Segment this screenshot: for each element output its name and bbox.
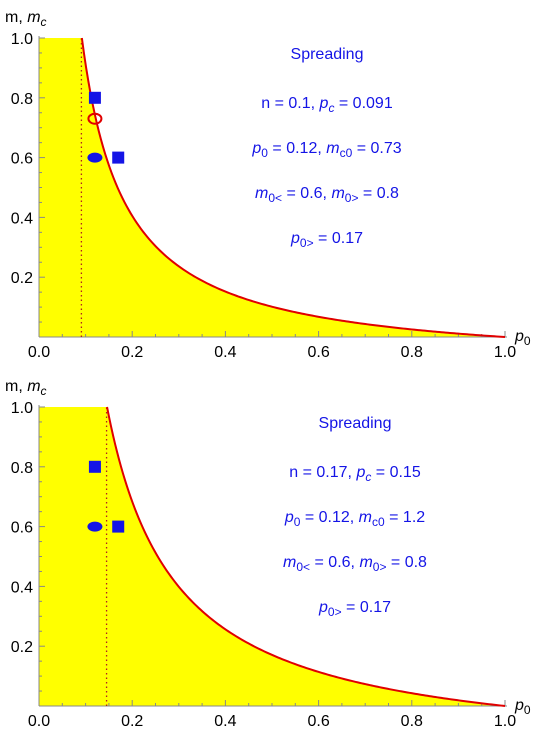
y-tick-label: 1.0 (11, 400, 33, 417)
annotation-line-3-part: m (255, 185, 268, 202)
square-marker-1 (88, 91, 101, 104)
y-tick-label: 0.6 (11, 151, 33, 168)
y-axis-label-part: m (27, 378, 40, 395)
square-marker-1 (88, 460, 101, 473)
annotation-line-3-part: 0< (296, 560, 310, 574)
y-axis-label-part: m, (5, 378, 27, 395)
open-circle-marker (87, 112, 103, 125)
annotation-line-4-part: = 0.17 (342, 599, 391, 616)
annotation-line-3-part: = 0.6, (282, 185, 331, 202)
annotation-line-3-part: 0< (268, 191, 282, 205)
annotation-line-3-part: m (331, 185, 344, 202)
x-axis-label: p0 (514, 328, 531, 348)
annotation-line-1-part: = 0.091 (334, 95, 392, 112)
annotation-line-1-part: n = 0.1, (261, 95, 319, 112)
x-tick-label: 1.0 (494, 713, 516, 730)
annotation-line-2-part: = 1.2 (385, 509, 426, 526)
chart-panel-1: 0.0 0.2 0.4 0.6 0.8 1.00.20.40.60.81.0m, mcp0… (5, 9, 531, 361)
x-tick-label: 0.2 (121, 713, 143, 730)
x-tick-label: 0.4 (214, 344, 236, 361)
annotation-heading: Spreading (319, 415, 392, 432)
y-axis-label-part: c (41, 384, 47, 398)
annotation-line-3: m0< = 0.6, m0> = 0.8 (283, 554, 427, 574)
annotation-line-2-part: c0 (340, 146, 353, 160)
annotation-line-4-part: p (290, 230, 300, 247)
x-axis-label-part: p (514, 697, 524, 714)
x-tick-label: 0.6 (307, 713, 329, 730)
y-tick-label: 0.6 (11, 520, 33, 537)
annotation-line-1: n = 0.1, pc = 0.091 (261, 95, 393, 115)
annotation-line-3-part: = 0.8 (358, 185, 399, 202)
annotation-line-3: m0< = 0.6, m0> = 0.8 (255, 185, 399, 205)
ellipse-marker (87, 152, 103, 163)
annotation-line-2-part: = 0.12, (268, 140, 326, 157)
region-fill (39, 38, 505, 337)
square-marker-2 (112, 520, 125, 533)
annotation-line-1: n = 0.17, pc = 0.15 (289, 464, 421, 484)
y-tick-label: 0.4 (11, 579, 33, 596)
annotation-line-4-part: = 0.17 (314, 230, 363, 247)
annotation-line-3-part: 0> (373, 560, 387, 574)
annotation-line-3-part: = 0.6, (310, 554, 359, 571)
annotation-line-2-part: m (359, 509, 372, 526)
x-tick-label: 0.8 (401, 344, 423, 361)
annotation-line-2-part: 0 (294, 515, 301, 529)
y-tick-label: 0.4 (11, 210, 33, 227)
x-axis-label: p0 (514, 697, 531, 717)
annotation-line-4: p0> = 0.17 (290, 230, 363, 250)
chart-panel-2: 0.0 0.2 0.4 0.6 0.8 1.00.20.40.60.81.0m, mcp0… (5, 378, 531, 730)
y-axis-label-part: m, (5, 9, 27, 26)
x-tick-label: 0.8 (401, 713, 423, 730)
region-fill (39, 407, 505, 706)
y-axis-label: m, mc (5, 9, 47, 29)
annotation-line-1-part: p (319, 95, 329, 112)
y-tick-label: 0.2 (11, 639, 33, 656)
x-axis-label-part: 0 (524, 334, 531, 348)
annotation-line-4: p0> = 0.17 (318, 599, 391, 619)
annotation-line-4-part: 0> (328, 605, 342, 619)
critical-curve (80, 37, 506, 338)
annotation-line-2: p0 = 0.12, mc0 = 0.73 (251, 140, 401, 160)
x-axis-label-part: 0 (524, 703, 531, 717)
critical-curve (106, 406, 506, 707)
annotation-line-2-part: c0 (372, 515, 385, 529)
annotation-line-1-part: = 0.15 (371, 464, 420, 481)
y-axis-label-part: c (41, 15, 47, 29)
ellipse-marker (87, 521, 103, 532)
annotation-heading: Spreading (291, 46, 364, 63)
annotation-line-1-part: n = 0.17, (289, 464, 356, 481)
annotation-line-2-part: = 0.12, (300, 509, 358, 526)
annotation-line-2-part: p (284, 509, 294, 526)
annotation-line-4-part: p (318, 599, 328, 616)
y-axis-label: m, mc (5, 378, 47, 398)
x-tick-label: 0.0 (28, 713, 50, 730)
annotation-line-1-part: p (355, 464, 365, 481)
x-tick-label: 0.0 (28, 344, 50, 361)
annotation-line-4-part: 0> (300, 236, 314, 250)
x-tick-label: 1.0 (494, 344, 516, 361)
annotation-line-3-part: m (359, 554, 372, 571)
y-tick-label: 0.2 (11, 270, 33, 287)
square-marker-2 (112, 151, 125, 164)
annotation-line-2-part: p (251, 140, 261, 157)
annotation-line-2-part: = 0.73 (352, 140, 401, 157)
y-axis-label-part: m (27, 9, 40, 26)
x-tick-label: 0.4 (214, 713, 236, 730)
y-tick-label: 0.8 (11, 460, 33, 477)
annotation-line-3-part: 0> (345, 191, 359, 205)
y-tick-label: 0.8 (11, 91, 33, 108)
annotation-line-2-part: m (326, 140, 339, 157)
y-tick-label: 1.0 (11, 31, 33, 48)
x-axis-label-part: p (514, 328, 524, 345)
annotation-line-1-part: c (328, 101, 334, 115)
annotation-line-3-part: m (283, 554, 296, 571)
annotation-line-2: p0 = 0.12, mc0 = 1.2 (284, 509, 425, 529)
annotation-line-2-part: 0 (261, 146, 268, 160)
annotation-line-3-part: = 0.8 (386, 554, 427, 571)
x-tick-label: 0.6 (307, 344, 329, 361)
annotation-line-1-part: c (365, 470, 371, 484)
x-tick-label: 0.2 (121, 344, 143, 361)
